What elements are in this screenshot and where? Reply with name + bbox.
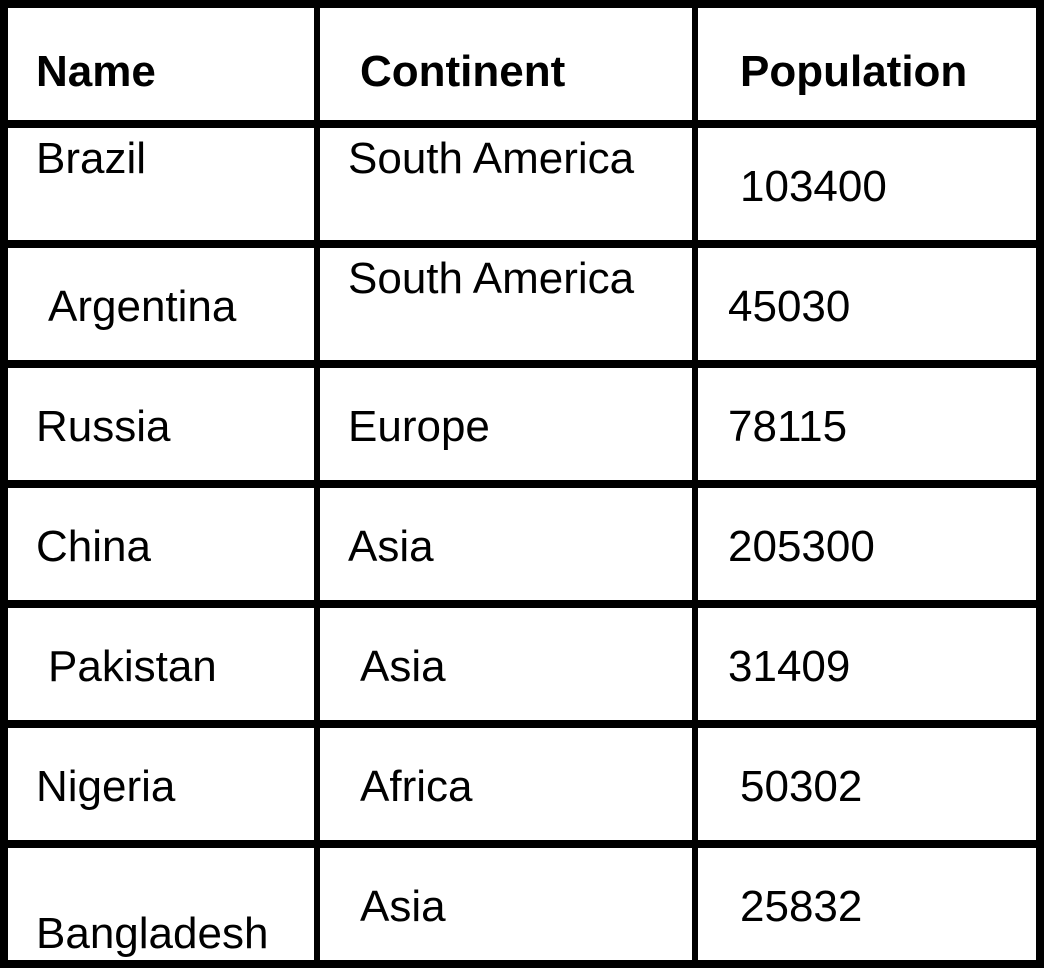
cell-continent: Asia [360,882,446,931]
cell-population: 205300 [728,522,875,571]
table-row-cell-continent: Asia [320,608,692,720]
table-row-cell-name: Nigeria [8,728,314,840]
cell-population: 25832 [740,882,863,931]
cell-continent: South America [348,134,635,183]
table-row-cell-continent: Africa [320,728,692,840]
cell-continent: Asia [348,522,434,571]
table-row-cell-name: Argentina [8,248,314,360]
table-row-cell-continent: Asia [320,848,692,960]
table-row-cell-population: 50302 [698,728,1036,840]
cell-name: Argentina [48,282,237,331]
header-cell-name: Name [8,8,314,120]
cell-name: Russia [36,402,171,451]
table-row-cell-continent: South America [320,128,692,240]
table-row-cell-name: Bangladesh [8,848,314,960]
table-row-cell-continent: Asia [320,488,692,600]
table-row-cell-continent: Europe [320,368,692,480]
table-row-cell-name: Brazil [8,128,314,240]
cell-name: Nigeria [36,762,176,811]
header-label-continent: Continent [360,47,566,96]
cell-continent: Asia [360,642,446,691]
cell-population: 78115 [728,402,848,451]
cell-continent: South America [348,254,635,303]
header-label-population: Population [740,47,968,96]
cell-continent: Africa [360,762,473,811]
cell-name: Bangladesh [36,909,269,958]
table-row-cell-population: 45030 [698,248,1036,360]
cell-population: 31409 [728,642,851,691]
table-row-cell-population: 103400 [698,128,1036,240]
cell-name: Brazil [36,134,147,183]
cell-name: China [36,522,151,571]
table-row-cell-population: 205300 [698,488,1036,600]
cell-population: 50302 [740,762,863,811]
cell-name: Pakistan [48,642,217,691]
cell-continent: Europe [348,402,490,451]
header-label-name: Name [36,47,156,96]
cell-population: 45030 [728,282,851,331]
table-row-cell-continent: South America [320,248,692,360]
table-row-cell-population: 78115 [698,368,1036,480]
table-row-cell-population: 31409 [698,608,1036,720]
table-row-cell-name: Russia [8,368,314,480]
header-cell-population: Population [698,8,1036,120]
table-row-cell-name: Pakistan [8,608,314,720]
header-cell-continent: Continent [320,8,692,120]
cell-population: 103400 [740,162,887,211]
table-row-cell-name: China [8,488,314,600]
table-row-cell-population: 25832 [698,848,1036,960]
